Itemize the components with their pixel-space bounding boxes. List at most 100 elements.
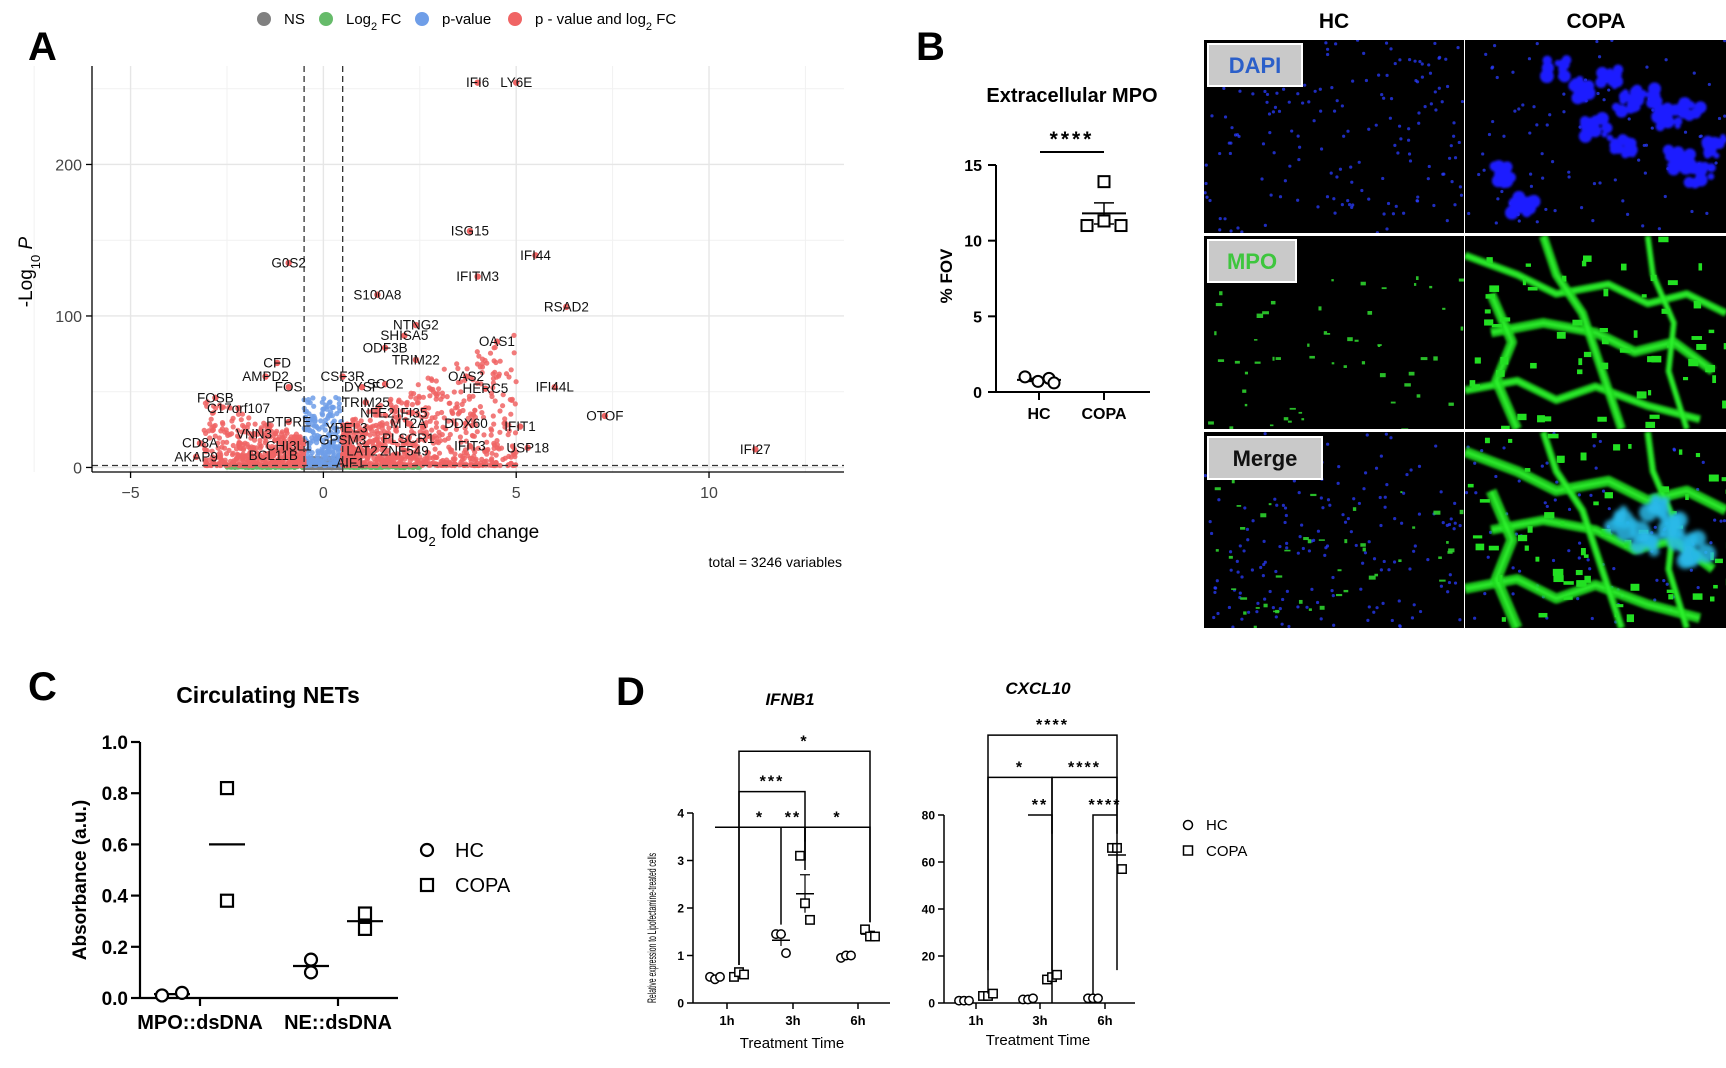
ifnb1-y-tick-label: 1 xyxy=(677,949,684,963)
volcano-legend-label-2: p-value xyxy=(442,11,491,28)
volcano-point-ifi6 xyxy=(474,79,481,86)
ifnb1-point-copa xyxy=(870,931,880,942)
mpo-point-copa xyxy=(1097,175,1111,189)
volcano-point-sco2 xyxy=(381,380,389,388)
nets-y-tick-label: 0.8 xyxy=(102,784,128,805)
volcano-point-dysf xyxy=(358,383,366,391)
volcano-gene-label: NTNG2 xyxy=(393,318,439,333)
nets-y-tick-label: 0.2 xyxy=(102,938,128,959)
cxcl10-point-hc xyxy=(1028,993,1038,1004)
mpo-x-tick-label: HC xyxy=(1027,406,1051,423)
volcano-gene-label: RSAD2 xyxy=(544,299,589,314)
nets-legend-marker-hc xyxy=(419,842,435,858)
ifnb1-significance-bracket xyxy=(780,826,806,925)
volcano-y-axis-label: -Log10 P xyxy=(16,236,43,307)
qpcr-plots: IFNB1 CXCL10 Relative expression to Lipo… xyxy=(645,679,1247,1052)
volcano-gene-label: SCO2 xyxy=(367,377,404,392)
volcano-point-aif1 xyxy=(347,459,354,467)
volcano-x-tick-label: 10 xyxy=(700,485,718,502)
micrograph-copa-dapi xyxy=(1465,40,1726,233)
micrograph-row-mpo: MPO xyxy=(1207,239,1297,283)
volcano-point-plscr1 xyxy=(405,435,412,442)
volcano-legend-label-3: p - value and log2 FC xyxy=(535,11,676,33)
cxcl10-significance-bracket xyxy=(1051,776,1118,1003)
volcano-point-ifit1 xyxy=(516,423,524,430)
volcano-gene-label: AMPD2 xyxy=(242,369,289,384)
nets-legend-label-copa: COPA xyxy=(455,875,511,897)
nets-y-tick-label: 0.0 xyxy=(102,989,128,1010)
ifnb1-significance-label: * xyxy=(800,733,808,750)
cxcl10-significance-bracket xyxy=(1092,814,1117,994)
nets-point-copa xyxy=(219,780,235,796)
micrograph-column-hc: HC xyxy=(1319,10,1349,33)
volcano-gene-label: IFIT1 xyxy=(504,419,536,434)
volcano-point-otof xyxy=(601,412,609,420)
qpcr-legend-marker-hc xyxy=(1182,819,1194,831)
ifnb1-significance-bracket xyxy=(738,750,871,965)
extracellular-mpo-plot: Extracellular MPO % FOV 0 5 10 15 HC COPA **** xyxy=(937,85,1158,423)
volcano-y-tick-label: 200 xyxy=(55,157,82,174)
ifnb1-x-axis-label: Treatment Time xyxy=(740,1035,844,1052)
volcano-point-herc5 xyxy=(482,385,489,392)
cxcl10-x-axis-label: Treatment Time xyxy=(986,1032,1090,1049)
volcano-gene-label: IFITM3 xyxy=(456,269,499,284)
cxcl10-significance-label: * xyxy=(1016,759,1024,776)
volcano-gene-label: C17orf107 xyxy=(207,401,270,416)
volcano-point-fos xyxy=(285,383,292,391)
volcano-gene-label: FOSB xyxy=(197,390,234,405)
volcano-point-isg15 xyxy=(466,227,474,235)
mpo-plot-title: Extracellular MPO xyxy=(986,85,1157,107)
mpo-point-copa xyxy=(1097,214,1111,228)
mpo-significance-label: **** xyxy=(1050,128,1095,151)
nets-point-copa xyxy=(219,893,235,908)
volcano-point-odf3b xyxy=(381,344,389,351)
mpo-point-copa xyxy=(1114,219,1128,233)
ifnb1-significance-bracket xyxy=(804,826,871,923)
volcano-gene-label: USP18 xyxy=(506,440,549,455)
mpo-x-tick-label: COPA xyxy=(1081,406,1126,423)
cxcl10-x-tick-label: 6h xyxy=(1097,1013,1112,1028)
volcano-point-ifi44 xyxy=(532,252,539,259)
volcano-point-nfe2 xyxy=(374,409,381,417)
volcano-point-oas1 xyxy=(493,338,501,345)
volcano-point-ypel3 xyxy=(343,424,350,432)
panel-letter-c: C xyxy=(28,665,57,709)
volcano-gene-label: FOS xyxy=(275,380,303,395)
cxcl10-significance-label: ** xyxy=(1032,797,1048,814)
micrograph-row-dapi: DAPI xyxy=(1207,43,1303,87)
volcano-point-mt2a xyxy=(405,420,412,427)
nets-point-copa xyxy=(357,921,373,936)
ifnb1-significance-bracket xyxy=(715,826,806,861)
cxcl10-y-tick-label: 60 xyxy=(922,856,936,870)
cxcl10-y-tick-label: 20 xyxy=(922,950,936,964)
volcano-plot: NS Log2 FC p-value p - value and log2 FC IF… xyxy=(16,11,844,570)
volcano-gene-label: HERC5 xyxy=(462,381,508,396)
volcano-threshold-lines xyxy=(92,66,844,472)
volcano-point-ifitm3 xyxy=(474,273,481,280)
micrograph-row-merge-label: Merge xyxy=(1233,446,1298,471)
nets-legend-marker-copa xyxy=(419,877,435,893)
ifnb1-x-tick-label: 1h xyxy=(719,1013,734,1028)
ifnb1-significance-label: *** xyxy=(760,774,785,791)
volcano-gene-labels: IFI6 LY6E ISG15 IFI44 IFITM3 G0S2 S100A8 RSAD2 N… xyxy=(174,75,770,470)
volcano-gene-label: CD8A xyxy=(182,436,218,451)
volcano-gene-label: IFI27 xyxy=(740,442,771,457)
micrograph-row-merge: Merge xyxy=(1207,436,1323,480)
volcano-point-ifit3 xyxy=(466,443,474,450)
ifnb1-point-copa xyxy=(739,969,749,980)
cxcl10-y-tick-label: 80 xyxy=(922,809,936,823)
volcano-y-tick-label: 0 xyxy=(73,460,82,477)
volcano-point-akap9 xyxy=(192,453,200,461)
volcano-point-shisa5 xyxy=(401,332,408,339)
ifnb1-point-hc xyxy=(781,948,791,959)
volcano-total-caption: total = 3246 variables xyxy=(709,554,842,570)
volcano-point-vnn3 xyxy=(250,430,258,438)
nets-point-hc xyxy=(154,988,170,1003)
volcano-x-tick-label: 5 xyxy=(512,485,521,502)
nets-x-tick-label: MPO::dsDNA xyxy=(137,1012,263,1034)
volcano-gene-label: OAS2 xyxy=(448,369,484,384)
nets-point-copa xyxy=(357,906,373,921)
volcano-gene-label: ZNF549 xyxy=(380,443,429,458)
mpo-point-copa xyxy=(1080,219,1094,233)
